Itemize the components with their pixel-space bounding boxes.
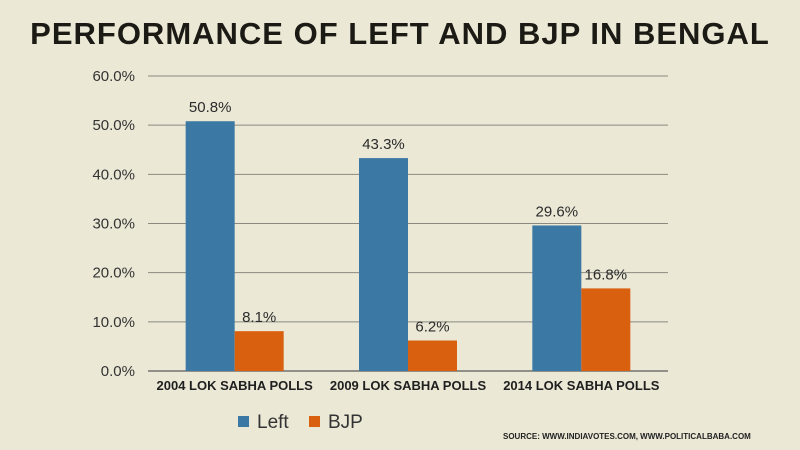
bar-bjp-2 <box>408 340 457 371</box>
x-tick-label: 2014 LOK SABHA POLLS <box>503 378 660 393</box>
data-label-bjp-3: 16.8% <box>585 266 628 283</box>
bar-left-2 <box>359 158 408 371</box>
bar-bjp-1 <box>234 331 284 371</box>
y-tick-label: 20.0% <box>92 265 135 282</box>
y-tick-label: 40.0% <box>92 166 135 183</box>
bar-left-3 <box>532 225 582 371</box>
legend-label-left: Left <box>257 412 289 433</box>
legend: Left BJP <box>238 412 363 433</box>
bar-left-1 <box>185 121 235 371</box>
y-tick-label: 60.0% <box>92 68 135 85</box>
y-tick-label: 30.0% <box>92 216 135 233</box>
y-tick-label: 10.0% <box>92 314 135 331</box>
chart-title: PERFORMANCE OF LEFT AND BJP IN BENGAL <box>30 16 770 51</box>
y-tick-label: 0.0% <box>101 363 135 380</box>
legend-label-bjp: BJP <box>328 412 363 433</box>
bar-bjp-3 <box>581 288 631 371</box>
legend-swatch-bjp <box>309 416 320 427</box>
bars: 50.8% 8.1% 43.3% 6.2% 29.6% 16.8% <box>185 99 631 371</box>
data-label-left-3: 29.6% <box>536 203 579 220</box>
x-axis-ticks: 2004 LOK SABHA POLLS 2009 LOK SABHA POLLS… <box>157 378 660 393</box>
y-tick-label: 50.0% <box>92 117 135 134</box>
data-label-left-2: 43.3% <box>362 136 405 153</box>
data-label-bjp-1: 8.1% <box>242 309 276 326</box>
y-axis-ticks: 0.0% 10.0% 20.0% 30.0% 40.0% 50.0% 60.0% <box>92 68 135 380</box>
x-tick-label: 2009 LOK SABHA POLLS <box>330 378 487 393</box>
x-tick-label: 2004 LOK SABHA POLLS <box>157 378 314 393</box>
source-note: SOURCE: WWW.INDIAVOTES.COM, WWW.POLITICA… <box>503 432 751 441</box>
data-label-bjp-2: 6.2% <box>415 319 449 336</box>
data-label-left-1: 50.8% <box>189 99 232 116</box>
legend-swatch-left <box>238 416 249 427</box>
